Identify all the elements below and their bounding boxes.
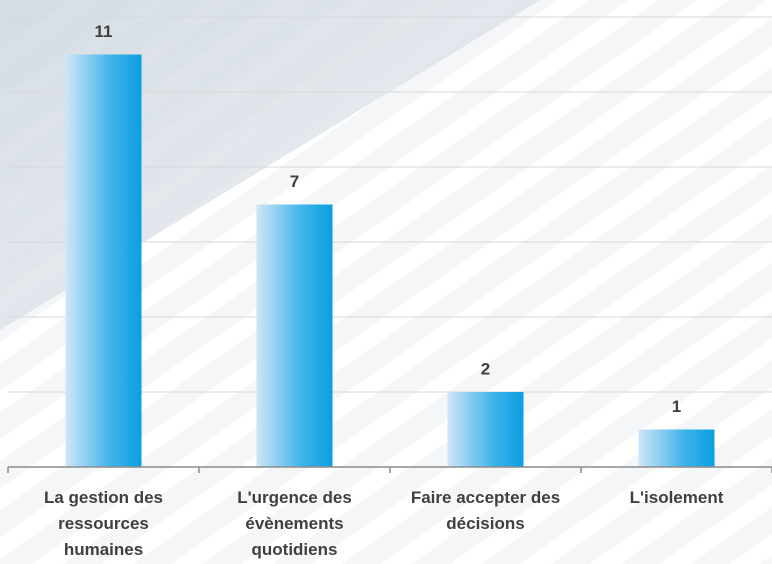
bar [256, 204, 333, 467]
x-tick-label: Faire accepter des décisions [410, 488, 561, 533]
bar [638, 429, 715, 467]
data-label: 11 [95, 22, 113, 41]
data-label: 7 [290, 172, 299, 191]
bar [65, 54, 142, 467]
data-label: 1 [672, 397, 681, 416]
bar [447, 392, 524, 467]
data-label: 2 [481, 359, 490, 378]
x-tick-label: La gestion des ressources humaines [43, 488, 164, 559]
x-tick-label: L'isolement [629, 488, 724, 507]
x-tick-label: L'urgence des évènements quotidiens [237, 488, 352, 559]
